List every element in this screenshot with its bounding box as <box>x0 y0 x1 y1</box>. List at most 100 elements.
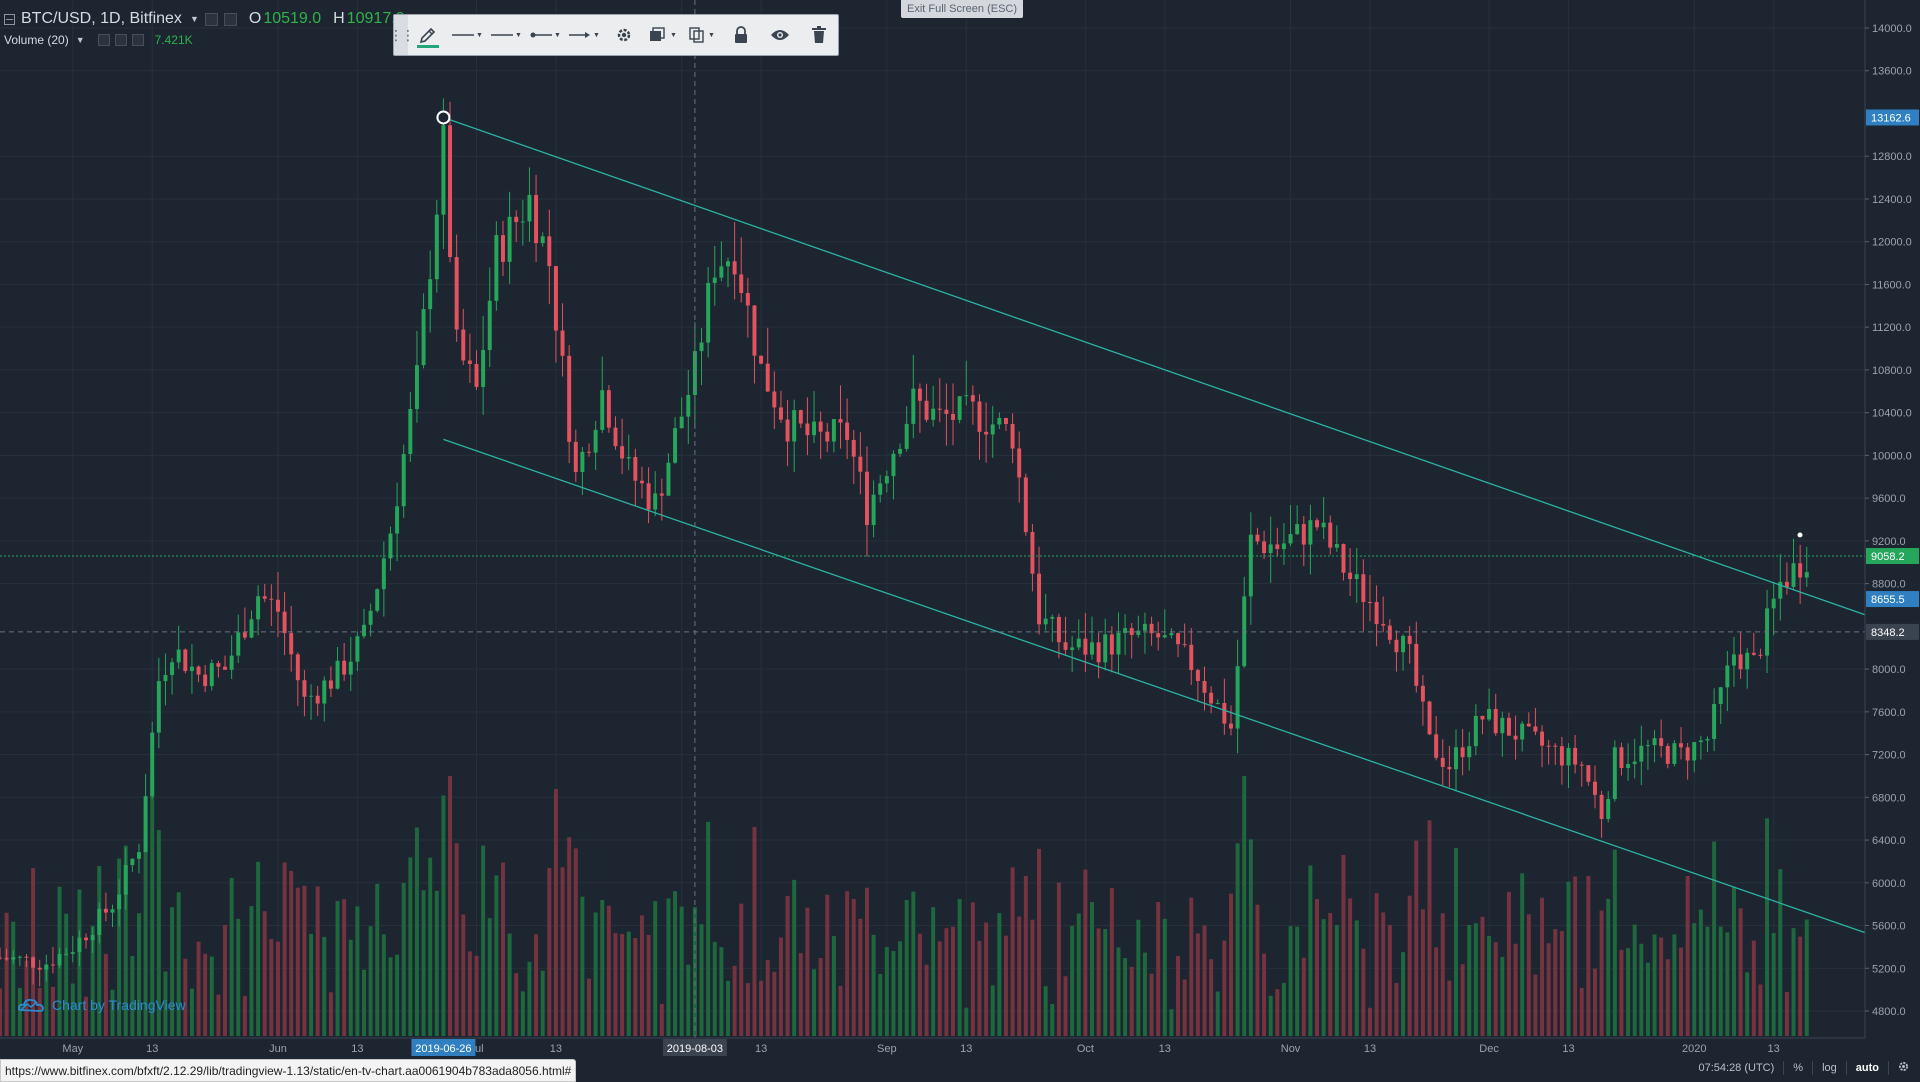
layers-icon[interactable]: ▼ <box>643 15 682 55</box>
time-highlight-bg <box>662 1039 727 1056</box>
volume-bar <box>1540 897 1545 1036</box>
volume-bar <box>1348 898 1353 1036</box>
candle-body <box>355 636 360 662</box>
volume-bar <box>726 980 730 1036</box>
volume-bar <box>1182 979 1187 1036</box>
trash-icon[interactable] <box>799 15 838 55</box>
percent-toggle[interactable]: % <box>1793 1062 1804 1074</box>
chevron-down-icon[interactable]: ▼ <box>189 14 199 24</box>
close-icon[interactable] <box>131 34 144 46</box>
candle-body <box>858 456 863 472</box>
gear-icon[interactable] <box>604 15 643 55</box>
volume-bar <box>381 934 386 1036</box>
eye-icon[interactable] <box>97 34 110 46</box>
candle-body <box>1712 703 1717 739</box>
candle-body <box>1599 794 1604 819</box>
candle-body <box>798 410 803 424</box>
clone-icon[interactable]: ▼ <box>682 15 721 55</box>
drag-handle-icon[interactable]: ⋮⋮ <box>389 15 415 55</box>
candle-body <box>1685 747 1690 761</box>
candle-body <box>1659 738 1664 746</box>
candle-body <box>1189 644 1194 671</box>
close-icon[interactable] <box>223 12 237 26</box>
volume-bar <box>1162 918 1167 1036</box>
volume-bar <box>1506 891 1511 1036</box>
candle-body <box>176 649 181 663</box>
candle-body <box>1123 628 1128 633</box>
line-end-button[interactable]: ▼ <box>565 15 604 55</box>
price-tick-label: 9200.0 <box>1872 536 1906 548</box>
candle-body <box>328 680 333 689</box>
volume-bar <box>1533 974 1538 1036</box>
candle-body <box>64 953 69 955</box>
symbol-label[interactable]: BTC/USD, 1D, Bitfinex <box>21 10 182 27</box>
time-display[interactable]: 07:54:28 (UTC) <box>1698 1062 1775 1074</box>
volume-bar <box>1308 865 1313 1036</box>
candle-body <box>1692 742 1697 761</box>
auto-toggle[interactable]: auto <box>1855 1062 1879 1074</box>
candle-body <box>1235 666 1240 729</box>
candle-body <box>1109 634 1114 655</box>
volume-label[interactable]: Volume (20) <box>4 33 69 47</box>
volume-bar <box>514 973 519 1036</box>
candle-body <box>1407 635 1412 644</box>
volume-bar <box>1672 934 1677 1036</box>
volume-bar <box>44 965 49 1036</box>
candle-body <box>1480 715 1485 720</box>
candle-body <box>1182 644 1187 646</box>
collapse-icon[interactable] <box>4 13 15 25</box>
candle-body <box>805 423 810 436</box>
candle-body <box>1592 781 1597 795</box>
volume-bar <box>593 912 598 1036</box>
volume-bar <box>745 983 750 1036</box>
volume-bar <box>1248 839 1253 1036</box>
candle-body <box>1493 708 1498 734</box>
candle-body <box>1467 746 1472 758</box>
candlesticks <box>0 98 1809 987</box>
exit-fullscreen-hint[interactable]: Exit Full Screen (ESC) <box>901 0 1024 18</box>
volume-bar <box>752 827 757 1036</box>
line-width-button[interactable]: ▼ <box>491 31 522 39</box>
candle-body <box>1295 524 1300 535</box>
candle-body <box>1725 665 1730 688</box>
price-tick-label: 8800.0 <box>1872 579 1906 591</box>
settings-icon[interactable] <box>204 12 218 26</box>
settings-icon[interactable] <box>114 34 127 46</box>
volume-bar <box>1566 881 1571 1036</box>
candle-body <box>256 596 261 620</box>
candle-body <box>474 363 479 387</box>
pencil-icon[interactable] <box>408 15 448 55</box>
lock-icon[interactable] <box>721 15 760 55</box>
gear-icon[interactable] <box>1889 1060 1920 1076</box>
volume-bar <box>90 925 95 1036</box>
volume-bar <box>931 907 936 1036</box>
volume-bar <box>1460 964 1465 1036</box>
candle-body <box>1473 715 1478 747</box>
volume-bar <box>1520 873 1525 1036</box>
volume-bar <box>302 885 307 1036</box>
line-color-button[interactable]: ▼ <box>452 31 483 39</box>
volume-bar <box>189 988 194 1036</box>
volume-bar <box>1765 818 1770 1036</box>
tradingview-watermark[interactable]: Chart by TradingView <box>18 997 186 1013</box>
eye-icon[interactable] <box>760 15 799 55</box>
candle-body <box>50 964 55 966</box>
time-tick-label: 13 <box>1364 1043 1376 1055</box>
volume-bar <box>1579 987 1584 1036</box>
log-toggle[interactable]: log <box>1822 1062 1837 1074</box>
drawing-layer <box>0 0 1866 1038</box>
volume-bar <box>1129 966 1134 1036</box>
volume-bar <box>1195 933 1200 1036</box>
volume-bar <box>659 1003 664 1036</box>
line-start-button[interactable]: ▼ <box>526 15 565 55</box>
volume-bar <box>467 951 472 1036</box>
candle-body <box>871 494 876 526</box>
volume-bar <box>1169 1009 1174 1036</box>
chevron-down-icon[interactable]: ▼ <box>75 35 85 45</box>
volume-bar <box>1387 924 1392 1036</box>
candle-body <box>726 261 730 267</box>
volume-bar <box>4 912 9 1036</box>
candle-body <box>1672 743 1677 764</box>
candle-body <box>924 400 929 420</box>
